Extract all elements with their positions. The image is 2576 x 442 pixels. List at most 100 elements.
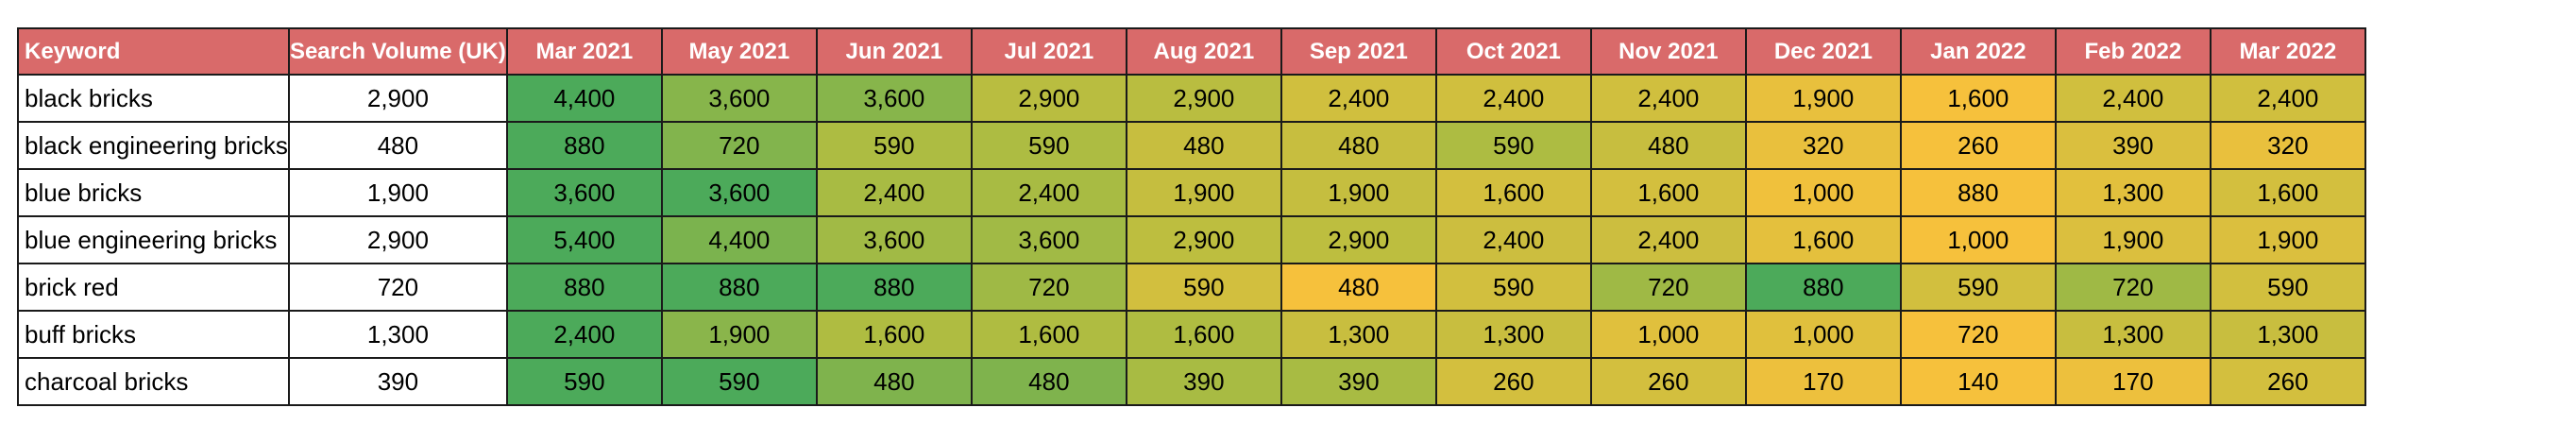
month-value-cell: 1,600 <box>1125 310 1282 359</box>
month-value-cell: 1,600 <box>1434 168 1592 217</box>
month-value-cell: 1,300 <box>1280 310 1437 359</box>
month-value-cell: 1,000 <box>1899 215 2057 264</box>
column-header-jul-2021: Jul 2021 <box>970 27 1127 76</box>
month-value-cell: 2,400 <box>2054 74 2212 123</box>
month-value-cell: 2,400 <box>1589 74 1747 123</box>
month-value-cell: 2,900 <box>1280 215 1437 264</box>
month-value-cell: 590 <box>660 357 818 406</box>
month-value-cell: 590 <box>970 121 1127 170</box>
month-value-cell: 590 <box>1434 263 1592 312</box>
column-header-mar-2022: Mar 2022 <box>2209 27 2366 76</box>
table-row: buff bricks 1,300 2,400 1,900 1,600 1,600 1,60… <box>17 310 2366 359</box>
month-value-cell: 880 <box>505 121 663 170</box>
month-value-cell: 1,300 <box>2209 310 2366 359</box>
month-value-cell: 590 <box>505 357 663 406</box>
keyword-cell: blue bricks <box>17 168 290 217</box>
month-value-cell: 4,400 <box>505 74 663 123</box>
column-header-mar-2021: Mar 2021 <box>505 27 663 76</box>
month-value-cell: 720 <box>660 121 818 170</box>
table-row: brick red 720 880 880 880 720 590 480 590 720 880 5… <box>17 263 2366 312</box>
month-value-cell: 5,400 <box>505 215 663 264</box>
column-header-search-volume-uk: Search Volume (UK) <box>287 27 508 76</box>
month-value-cell: 2,400 <box>815 168 973 217</box>
search-volume-cell: 2,900 <box>287 215 508 264</box>
month-value-cell: 2,400 <box>505 310 663 359</box>
column-header-jun-2021: Jun 2021 <box>815 27 973 76</box>
keyword-cell: buff bricks <box>17 310 290 359</box>
month-value-cell: 1,300 <box>1434 310 1592 359</box>
keyword-cell: charcoal bricks <box>17 357 290 406</box>
header-row: Keyword Search Volume (UK) Mar 2021 May 202… <box>17 27 2366 76</box>
month-value-cell: 1,000 <box>1589 310 1747 359</box>
month-value-cell: 140 <box>1899 357 2057 406</box>
month-value-cell: 390 <box>1125 357 1282 406</box>
month-value-cell: 1,600 <box>970 310 1127 359</box>
month-value-cell: 170 <box>2054 357 2212 406</box>
month-value-cell: 1,900 <box>1744 74 1902 123</box>
month-value-cell: 3,600 <box>815 215 973 264</box>
column-header-oct-2021: Oct 2021 <box>1434 27 1592 76</box>
month-value-cell: 2,900 <box>1125 215 1282 264</box>
column-header-feb-2022: Feb 2022 <box>2054 27 2212 76</box>
month-value-cell: 720 <box>1899 310 2057 359</box>
table-row: charcoal bricks 390 590 590 480 480 390 390 260 2… <box>17 357 2366 406</box>
month-value-cell: 720 <box>1589 263 1747 312</box>
column-header-may-2021: May 2021 <box>660 27 818 76</box>
keyword-cell: brick red <box>17 263 290 312</box>
column-header-jan-2022: Jan 2022 <box>1899 27 2057 76</box>
search-volume-cell: 2,900 <box>287 74 508 123</box>
month-value-cell: 260 <box>1589 357 1747 406</box>
month-value-cell: 1,600 <box>1744 215 1902 264</box>
table-row: blue bricks 1,900 3,600 3,600 2,400 2,400 1,90… <box>17 168 2366 217</box>
month-value-cell: 3,600 <box>660 168 818 217</box>
month-value-cell: 3,600 <box>660 74 818 123</box>
month-value-cell: 480 <box>1589 121 1747 170</box>
month-value-cell: 2,900 <box>970 74 1127 123</box>
month-value-cell: 880 <box>660 263 818 312</box>
month-value-cell: 590 <box>815 121 973 170</box>
table-row: blue engineering bricks 2,900 5,400 4,400 3,… <box>17 215 2366 264</box>
search-volume-cell: 1,900 <box>287 168 508 217</box>
month-value-cell: 590 <box>1125 263 1282 312</box>
month-value-cell: 1,300 <box>2054 310 2212 359</box>
month-value-cell: 2,400 <box>970 168 1127 217</box>
month-value-cell: 720 <box>970 263 1127 312</box>
search-volume-cell: 480 <box>287 121 508 170</box>
month-value-cell: 4,400 <box>660 215 818 264</box>
month-value-cell: 2,400 <box>1434 215 1592 264</box>
column-header-keyword: Keyword <box>17 27 290 76</box>
column-header-nov-2021: Nov 2021 <box>1589 27 1747 76</box>
month-value-cell: 1,000 <box>1744 168 1902 217</box>
month-value-cell: 170 <box>1744 357 1902 406</box>
column-header-aug-2021: Aug 2021 <box>1125 27 1282 76</box>
month-value-cell: 880 <box>1744 263 1902 312</box>
month-value-cell: 2,900 <box>1125 74 1282 123</box>
month-value-cell: 2,400 <box>1589 215 1747 264</box>
month-value-cell: 480 <box>1280 121 1437 170</box>
month-value-cell: 1,900 <box>1280 168 1437 217</box>
search-volume-cell: 720 <box>287 263 508 312</box>
month-value-cell: 1,600 <box>1589 168 1747 217</box>
column-header-dec-2021: Dec 2021 <box>1744 27 1902 76</box>
month-value-cell: 260 <box>1434 357 1592 406</box>
table-row: black engineering bricks 480 880 720 590 590 4… <box>17 121 2366 170</box>
month-value-cell: 880 <box>815 263 973 312</box>
month-value-cell: 880 <box>505 263 663 312</box>
month-value-cell: 320 <box>2209 121 2366 170</box>
search-volume-cell: 390 <box>287 357 508 406</box>
month-value-cell: 320 <box>1744 121 1902 170</box>
month-value-cell: 480 <box>815 357 973 406</box>
keyword-cell: black bricks <box>17 74 290 123</box>
month-value-cell: 1,300 <box>2054 168 2212 217</box>
month-value-cell: 590 <box>2209 263 2366 312</box>
table-row: black bricks 2,900 4,400 3,600 3,600 2,900 2,9… <box>17 74 2366 123</box>
month-value-cell: 590 <box>1899 263 2057 312</box>
month-value-cell: 880 <box>1899 168 2057 217</box>
month-value-cell: 2,400 <box>1434 74 1592 123</box>
keyword-cell: black engineering bricks <box>17 121 290 170</box>
month-value-cell: 1,600 <box>1899 74 2057 123</box>
month-value-cell: 390 <box>2054 121 2212 170</box>
month-value-cell: 3,600 <box>970 215 1127 264</box>
month-value-cell: 1,600 <box>815 310 973 359</box>
month-value-cell: 260 <box>1899 121 2057 170</box>
